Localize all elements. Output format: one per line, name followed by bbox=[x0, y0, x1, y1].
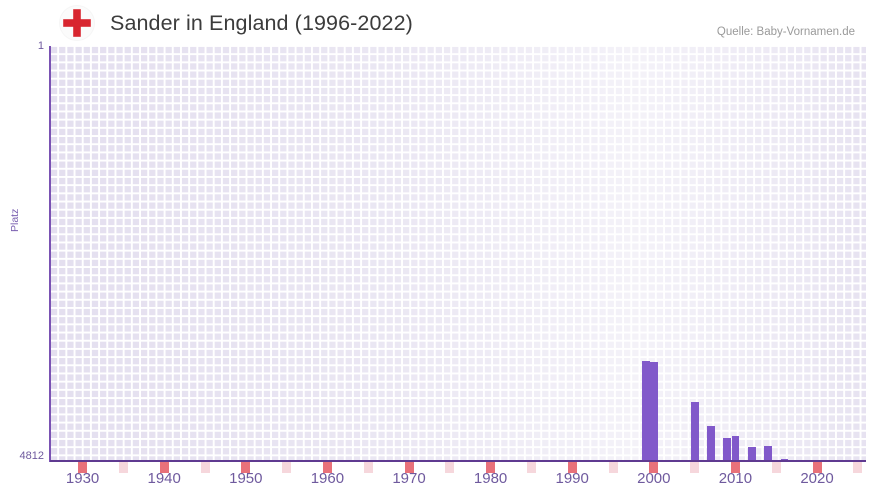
x-axis-tick-mark bbox=[404, 462, 414, 473]
x-axis-tick-label: 1960 bbox=[310, 470, 345, 487]
england-flag-icon bbox=[60, 6, 94, 40]
x-axis-tick-label: 1980 bbox=[473, 470, 508, 487]
bar[interactable] bbox=[641, 360, 650, 460]
y-axis-tick-bottom: 4812 bbox=[19, 450, 44, 462]
x-axis-tick-mark bbox=[159, 462, 169, 473]
x-axis-tick-mark bbox=[78, 462, 88, 473]
x-axis-tick-label: 2020 bbox=[800, 470, 834, 487]
x-axis-tick-mark bbox=[445, 462, 455, 473]
bar[interactable] bbox=[650, 361, 658, 460]
x-axis-tick-label: 1950 bbox=[229, 470, 263, 487]
x-axis-tick-mark bbox=[771, 462, 781, 473]
bar[interactable] bbox=[707, 426, 715, 460]
x-axis-line bbox=[50, 460, 866, 462]
x-axis-tick-mark bbox=[486, 462, 496, 473]
x-axis-tick-mark bbox=[649, 462, 659, 473]
x-axis-tick-label: 1990 bbox=[555, 470, 589, 487]
x-axis-tick-label: 1970 bbox=[392, 470, 426, 487]
plot-area bbox=[50, 46, 866, 461]
x-axis-tick-mark bbox=[282, 462, 292, 473]
bar[interactable] bbox=[747, 447, 756, 460]
x-axis-tick-mark bbox=[118, 462, 128, 473]
bar[interactable] bbox=[731, 436, 740, 460]
x-axis-tick-mark bbox=[322, 462, 332, 473]
y-axis-tick-top: 1 bbox=[37, 40, 44, 52]
x-axis-tick-label: 2010 bbox=[718, 470, 753, 487]
x-axis-tick-label: 1940 bbox=[147, 470, 181, 487]
y-axis-title: Platz bbox=[9, 208, 21, 232]
x-axis-tick-mark bbox=[690, 462, 700, 473]
x-axis-tick-mark bbox=[363, 462, 373, 473]
bar[interactable] bbox=[780, 458, 789, 460]
x-axis-tick-mark bbox=[812, 462, 822, 473]
plot-gradient-overlay bbox=[50, 46, 866, 461]
x-axis-tick-label: 1930 bbox=[65, 470, 100, 487]
source-attribution: Quelle: Baby-Vornamen.de bbox=[716, 26, 855, 38]
x-axis-tick-mark bbox=[241, 462, 251, 473]
x-axis-tick-mark bbox=[526, 462, 536, 473]
x-axis-tick-mark bbox=[853, 462, 863, 473]
bar[interactable] bbox=[764, 446, 772, 460]
chart-header: Sander in England (1996-2022) Quelle: Ba… bbox=[0, 0, 873, 46]
bar[interactable] bbox=[723, 438, 732, 460]
x-axis-tick-mark bbox=[608, 462, 618, 473]
x-axis-tick-mark bbox=[730, 462, 740, 473]
page-title: Sander in England (1996-2022) bbox=[110, 11, 413, 35]
x-axis-tick-mark bbox=[567, 462, 577, 473]
x-axis-tick-mark bbox=[200, 462, 210, 473]
x-axis-tick-label: 2000 bbox=[637, 470, 671, 487]
y-axis-line bbox=[49, 46, 51, 462]
bar[interactable] bbox=[690, 402, 699, 460]
